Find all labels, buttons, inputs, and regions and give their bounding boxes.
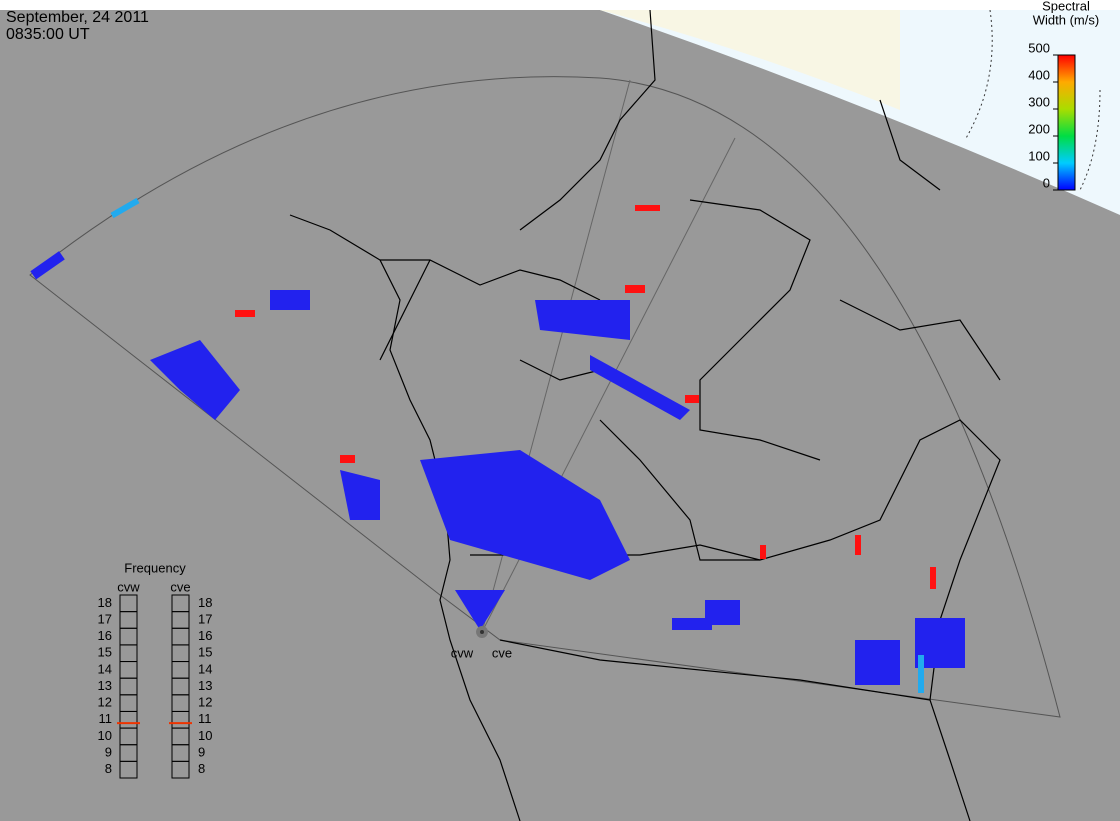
frequency-cell: [171, 677, 190, 696]
frequency-cell: [119, 710, 138, 729]
colorbar-tick-label: 200: [1028, 121, 1050, 136]
frequency-tick-label: 15: [98, 645, 112, 660]
colorbar-title: Width (m/s): [1033, 12, 1099, 27]
colorbar-tick-label: 100: [1028, 148, 1050, 163]
frequency-cell: [119, 677, 138, 696]
frequency-cell: [119, 760, 138, 779]
colorbar-tick-label: 500: [1028, 40, 1050, 55]
time: 0835:00 UT: [6, 26, 90, 43]
coastline: [519, 9, 1001, 461]
radar-site-label: cvw: [451, 645, 474, 660]
frequency-tick-label: 17: [198, 611, 212, 626]
daylight: [600, 10, 1120, 215]
daylight-land: [600, 10, 900, 110]
colorbar: [1057, 54, 1076, 191]
frequency-tick-label: 16: [98, 628, 112, 643]
frequency-tick-label: 8: [105, 761, 112, 776]
frequency-cell: [171, 611, 190, 629]
frequency-radar-label: cve: [170, 579, 190, 594]
frequency-cell: [119, 627, 138, 646]
radar-site-marker: [480, 630, 484, 634]
frequency-cell: [171, 627, 190, 646]
coastline: [499, 639, 931, 701]
frequency-cell: [119, 661, 138, 679]
colorbar-title: Spectral: [1042, 0, 1090, 13]
frequency-cell: [171, 710, 190, 729]
frequency-tick-label: 16: [198, 628, 212, 643]
radar-echoes: [30, 197, 965, 693]
frequency-cell: [171, 727, 190, 746]
frequency-cell: [119, 744, 138, 762]
radar-site-label: cve: [492, 645, 512, 660]
frequency-cell: [119, 594, 138, 613]
frequency-tick-label: 18: [98, 595, 112, 610]
date: September, 24 2011: [6, 9, 149, 26]
frequency-cell: [171, 594, 190, 613]
frequency-cell: [171, 644, 190, 663]
frequency-tick-label: 11: [99, 711, 113, 726]
frequency-tick-label: 12: [198, 695, 212, 710]
frequency-tick-label: 9: [105, 744, 112, 759]
frequency-cell: [119, 727, 138, 746]
frequency-cell: [171, 744, 190, 762]
frequency-tick-label: 14: [198, 661, 212, 676]
frequency-tick-label: 17: [98, 611, 112, 626]
frequency-tick-label: 9: [198, 744, 205, 759]
frequency-cell: [119, 611, 138, 629]
frequency-tick-label: 15: [198, 645, 212, 660]
frequency-tick-label: 14: [98, 661, 112, 676]
frequency-cell: [171, 760, 190, 779]
frequency-title: Frequency: [124, 560, 186, 575]
colorbar-tick-label: 0: [1043, 175, 1050, 190]
frequency-radar-label: cvw: [117, 579, 140, 594]
colorbar-tick-label: 300: [1028, 94, 1050, 109]
frequency-tick-label: 12: [98, 695, 112, 710]
latitude-line: [964, 9, 1101, 191]
colorbar-tick-label: 400: [1028, 67, 1050, 82]
frequency-cell: [171, 661, 190, 679]
top-strip: [0, 0, 1120, 10]
frequency-tick-label: 11: [198, 711, 212, 726]
frequency-tick-label: 8: [198, 761, 205, 776]
frequency-tick-label: 13: [98, 678, 112, 693]
frequency-cell: [119, 644, 138, 663]
frequency-tick-label: 18: [198, 595, 212, 610]
coastline: [380, 259, 1001, 821]
frequency-tick-label: 10: [98, 728, 112, 743]
frequency-tick-label: 10: [198, 728, 212, 743]
frequency-cell: [119, 694, 138, 712]
frequency-cell: [171, 694, 190, 712]
frequency-tick-label: 13: [198, 678, 212, 693]
